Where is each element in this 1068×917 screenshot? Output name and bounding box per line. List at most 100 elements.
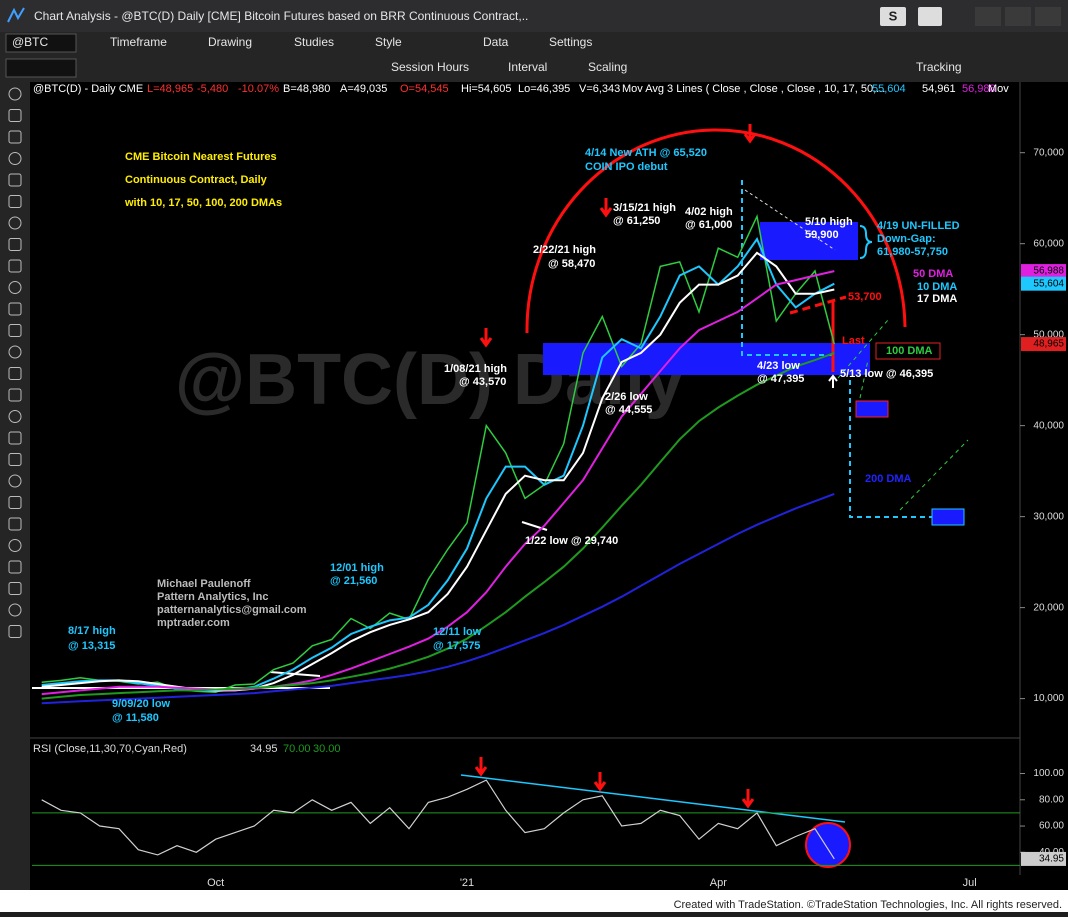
toolbar-item[interactable]: Interval — [508, 60, 547, 74]
annotation: with 10, 17, 50, 100, 200 DMAs — [124, 197, 282, 209]
annotation: 4/02 high — [685, 206, 733, 218]
s-button[interactable] — [880, 7, 906, 26]
tool-icon[interactable] — [8, 281, 22, 294]
tool-icon[interactable] — [8, 603, 22, 617]
projection — [837, 319, 969, 511]
header-item: 55,604 — [872, 83, 906, 95]
tool-icon[interactable] — [8, 216, 22, 230]
y-tick-label: 60,000 — [1033, 238, 1064, 249]
header-item: L=48,965 — [147, 83, 193, 95]
tool-icon[interactable] — [8, 410, 22, 423]
annotation: @ 44,555 — [605, 404, 652, 416]
annotation: 10 DMA — [917, 281, 957, 293]
plot-bg — [30, 82, 1020, 890]
support-zone — [543, 343, 870, 375]
tool-icon[interactable] — [8, 625, 22, 638]
rsi-line — [41, 779, 835, 860]
annotation: @ 21,560 — [330, 575, 377, 587]
tool-icon[interactable] — [8, 345, 22, 359]
tool-icon[interactable] — [8, 474, 22, 488]
annotation: 5/13 low @ 46,395 — [840, 368, 933, 380]
header-item: -10.07% — [238, 83, 279, 95]
annotation: 12/11 low — [433, 626, 482, 638]
toolbar-item[interactable]: Scaling — [588, 60, 627, 74]
annotation: 59,900 — [805, 229, 839, 241]
rsi-header: 34.95 — [250, 743, 278, 755]
annotation: 12/01 high — [330, 562, 384, 574]
tool-icon[interactable] — [8, 152, 22, 165]
annotation: patternanalytics@gmail.com — [157, 604, 307, 616]
tool-icon[interactable] — [8, 302, 22, 316]
y-tick-label: 70,000 — [1033, 147, 1064, 158]
tool-icon[interactable] — [8, 173, 22, 187]
annotation: 53,700 — [848, 291, 882, 303]
annotation: 3/15/21 high — [613, 202, 676, 214]
header-item: Lo=46,395 — [518, 83, 570, 95]
toolbar-item[interactable]: Settings — [549, 35, 592, 49]
annotation: 2/26 low — [605, 391, 648, 403]
tool-icon[interactable] — [8, 388, 22, 402]
series-line — [41, 270, 835, 696]
rsi-last-box — [1021, 851, 1066, 866]
minimize-button[interactable] — [975, 7, 1001, 26]
series-line — [41, 351, 835, 700]
tool-icon[interactable] — [8, 87, 22, 101]
y-tick-label: 40,000 — [1033, 420, 1064, 431]
menu-button[interactable] — [918, 7, 942, 26]
annotation: Continuous Contract, Daily — [125, 174, 268, 186]
tool-icon[interactable] — [8, 496, 22, 509]
annotation: Down-Gap: — [877, 233, 936, 245]
target-box — [855, 400, 889, 418]
toolbar-item[interactable]: Tracking — [916, 60, 962, 74]
tool-icon[interactable] — [8, 195, 22, 208]
annotation: @ 61,000 — [685, 219, 732, 231]
symbol[interactable]: @BTC — [12, 35, 49, 49]
tool-icon[interactable] — [8, 238, 22, 251]
s-button-label[interactable]: S — [889, 8, 898, 23]
tool-icon[interactable] — [8, 517, 22, 531]
annotation: 9/09/20 low — [112, 698, 171, 710]
annotation: Michael Paulenoff — [157, 578, 251, 590]
interval-box[interactable] — [5, 58, 77, 78]
rsi-header: RSI (Close,11,30,70,Cyan,Red) — [33, 743, 187, 755]
header-item: B=48,980 — [283, 83, 330, 95]
annotation: 4/14 New ATH @ 65,520 — [585, 147, 707, 159]
symbol-box[interactable] — [5, 33, 77, 53]
toolbar-item[interactable]: Style — [375, 35, 402, 49]
tool-icon[interactable] — [8, 130, 22, 144]
arrow — [828, 374, 838, 388]
toolbar-item[interactable]: Timeframe — [110, 35, 167, 49]
tool-icon[interactable] — [8, 431, 22, 445]
tool-icon[interactable] — [8, 324, 22, 337]
close-button[interactable] — [1035, 7, 1061, 26]
annotation: 61,980-57,750 — [877, 246, 948, 258]
trendline — [744, 189, 836, 251]
arrow — [479, 124, 757, 348]
tool-icon[interactable] — [8, 367, 22, 380]
tool-icon[interactable] — [8, 453, 22, 466]
last-price-box — [1021, 264, 1066, 279]
toolbar-item[interactable]: Studies — [294, 35, 334, 49]
toolbar-item[interactable]: Data — [483, 35, 509, 49]
annotation: 50 DMA — [913, 268, 953, 280]
rsi-tick-label: 60.00 — [1039, 821, 1064, 832]
tool-icon[interactable] — [8, 259, 22, 273]
rsi-last-label: 34.95 — [1039, 854, 1064, 865]
tool-icon[interactable] — [8, 539, 22, 552]
annotation: @ 61,250 — [613, 215, 660, 227]
annotation: Last — [842, 335, 865, 347]
toolbar-item[interactable]: Session Hours — [391, 60, 469, 74]
dashed-path — [741, 180, 832, 356]
header-item: O=54,545 — [400, 83, 449, 95]
header-item: V=6,343 — [579, 83, 620, 95]
tool-icon[interactable] — [8, 582, 22, 595]
maximize-button[interactable] — [1005, 7, 1031, 26]
annotation: 4/19 UN-FILLED — [877, 220, 960, 232]
annotation: 1/22 low @ 29,740 — [525, 535, 618, 547]
rsi-tick-label: 100.00 — [1033, 768, 1064, 779]
annotation: @ 43,570 — [459, 376, 506, 388]
toolbar-item[interactable]: Drawing — [208, 35, 252, 49]
header-item: Hi=54,605 — [461, 83, 511, 95]
tool-icon[interactable] — [8, 560, 22, 574]
tool-icon[interactable] — [8, 109, 22, 122]
